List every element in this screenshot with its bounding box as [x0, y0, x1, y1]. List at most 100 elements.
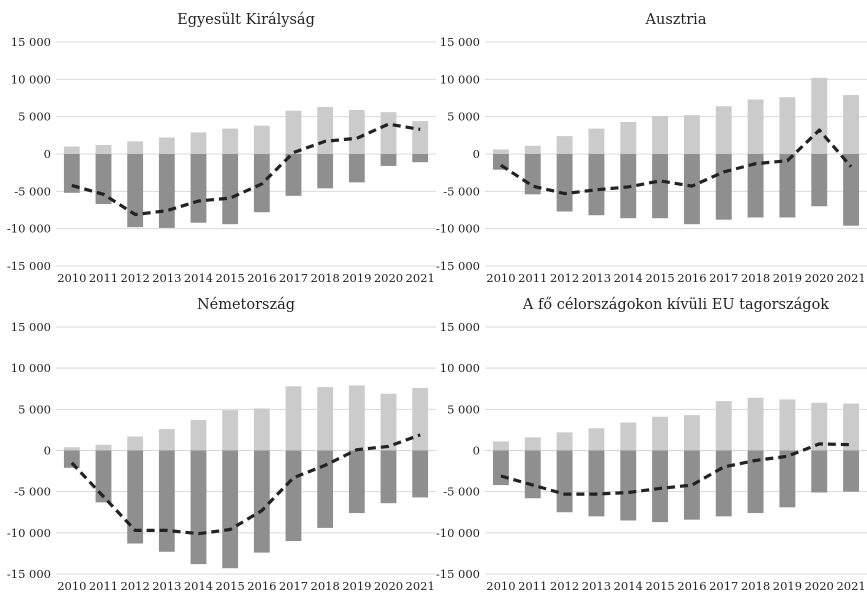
- bar-positive: [95, 444, 112, 451]
- bar-positive: [190, 132, 207, 154]
- bar-negative: [492, 450, 509, 486]
- x-tick-label: 2020: [374, 579, 403, 593]
- bar-positive: [715, 401, 732, 451]
- x-tick-label: 2017: [279, 579, 308, 593]
- bar-negative: [380, 154, 397, 166]
- bar-negative: [317, 450, 334, 528]
- bar-negative: [285, 450, 302, 542]
- bar-positive: [348, 385, 365, 451]
- bar-negative: [683, 450, 700, 520]
- x-tick-label: 2018: [741, 271, 770, 285]
- x-tick-label: 2019: [342, 579, 371, 593]
- y-tick-label: 10 000: [440, 361, 480, 375]
- x-tick-label: 2021: [836, 271, 865, 285]
- x-tick-label: 2020: [805, 271, 834, 285]
- bar-negative: [95, 154, 112, 205]
- x-tick-label: 2016: [247, 271, 276, 285]
- x-tick-label: 2015: [216, 579, 245, 593]
- y-tick-label: -5 000: [14, 485, 51, 499]
- y-tick-label: -10 000: [7, 222, 51, 236]
- bar-negative: [317, 154, 334, 189]
- x-tick-label: 2017: [709, 579, 738, 593]
- chart-panel-4: A fő célországokon kívüli EU tagországok…: [436, 297, 867, 593]
- balance-line: [500, 128, 853, 196]
- x-tick-label: 2020: [374, 271, 403, 285]
- bar-negative: [95, 450, 112, 503]
- bar-positive: [412, 121, 429, 154]
- bar-negative: [683, 154, 700, 225]
- y-tick-label: -15 000: [436, 259, 480, 273]
- chart-panel-3: Németország 15 000 10 000 5 000 0 -5 000 -10 0…: [7, 297, 436, 593]
- y-tick-label: -15 000: [7, 259, 51, 273]
- bar-positive: [747, 99, 764, 154]
- bar-negative: [779, 450, 796, 508]
- bar-positive: [253, 125, 270, 154]
- bar-positive: [253, 408, 270, 451]
- x-tick-label: 2016: [247, 579, 276, 593]
- bar-negative: [348, 450, 365, 514]
- x-tick-label: 2015: [216, 271, 245, 285]
- y-tick-label: 0: [473, 444, 480, 458]
- bar-negative: [652, 154, 669, 219]
- bar-negative: [588, 154, 605, 216]
- bar-negative: [253, 450, 270, 553]
- x-tick-label: 2018: [311, 271, 340, 285]
- bar-positive: [588, 128, 605, 154]
- y-tick-label: 0: [44, 444, 51, 458]
- bar-positive: [222, 410, 239, 451]
- x-tick-label: 2011: [89, 579, 118, 593]
- x-tick-label: 2013: [582, 271, 611, 285]
- bar-negative: [222, 450, 239, 569]
- bar-positive: [620, 422, 637, 451]
- bar-positive: [524, 145, 541, 154]
- bar-positive: [779, 399, 796, 451]
- y-tick-label: -5 000: [443, 485, 480, 499]
- bar-positive: [683, 115, 700, 154]
- bar-positive: [492, 149, 509, 154]
- y-tick-label: 10 000: [11, 72, 51, 86]
- bar-positive: [779, 97, 796, 154]
- bar-negative: [588, 450, 605, 517]
- bar-negative: [63, 154, 80, 193]
- x-tick-label: 2020: [805, 579, 834, 593]
- x-tick-label: 2014: [184, 579, 213, 593]
- bar-positive: [222, 128, 239, 154]
- x-tick-label: 2018: [741, 579, 770, 593]
- y-tick-label: 5 000: [447, 402, 480, 416]
- bar-positive: [492, 441, 509, 451]
- bar-negative: [127, 154, 144, 228]
- bar-negative: [285, 154, 302, 196]
- y-tick-label: -10 000: [436, 222, 480, 236]
- y-tick-label: 5 000: [18, 402, 51, 416]
- y-tick-label: 10 000: [440, 72, 480, 86]
- chart-title: A fő célországokon kívüli EU tagországok: [522, 297, 829, 313]
- y-tick-label: 0: [473, 147, 480, 161]
- bar-negative: [747, 450, 764, 514]
- bar-negative: [127, 450, 144, 544]
- bar-positive: [63, 146, 80, 154]
- x-tick-label: 2018: [311, 579, 340, 593]
- y-tick-label: -10 000: [436, 526, 480, 540]
- bar-positive: [285, 110, 302, 154]
- x-tick-label: 2010: [57, 579, 86, 593]
- bar-negative: [412, 450, 429, 498]
- x-tick-label: 2011: [518, 271, 547, 285]
- bar-negative: [492, 154, 509, 170]
- bar-negative: [843, 450, 860, 492]
- x-tick-label: 2016: [677, 271, 706, 285]
- balance-line: [70, 433, 421, 536]
- bar-positive: [524, 437, 541, 451]
- y-tick-label: 5 000: [18, 110, 51, 124]
- bar-positive: [63, 447, 80, 451]
- x-tick-label: 2015: [645, 271, 674, 285]
- x-tick-label: 2011: [518, 579, 547, 593]
- x-tick-label: 2017: [279, 271, 308, 285]
- x-tick-label: 2014: [614, 579, 643, 593]
- chart-title: Egyesült Királyság: [177, 12, 315, 28]
- bar-negative: [348, 154, 365, 183]
- x-tick-label: 2014: [184, 271, 213, 285]
- bar-positive: [348, 109, 365, 154]
- x-tick-label: 2021: [406, 579, 435, 593]
- x-tick-label: 2012: [550, 579, 579, 593]
